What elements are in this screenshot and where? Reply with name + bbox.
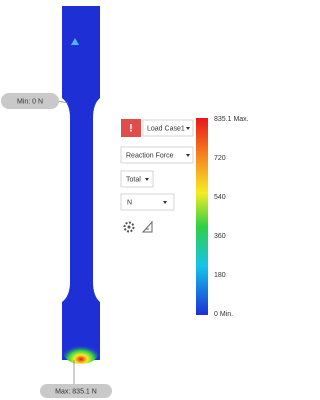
load-case-text: Load Case1 xyxy=(147,125,185,132)
color-bar xyxy=(196,118,208,315)
legend-labels: 835.1 Max. 720 540 360 180 0 Min. xyxy=(214,116,249,318)
fea-viewport: Min: 0 N Max: 835.1 N ! Load Case1 React… xyxy=(0,0,265,400)
specimen xyxy=(62,6,100,360)
legend-label: 720 xyxy=(214,155,226,162)
legend-label: 540 xyxy=(214,194,226,201)
max-label: Max: 835.1 N xyxy=(55,388,97,395)
legend-label: 180 xyxy=(214,272,226,279)
legend-label: 360 xyxy=(214,233,226,240)
legend-label: 835.1 Max. xyxy=(214,116,249,123)
unit-text: N xyxy=(127,199,132,206)
min-label: Min: 0 N xyxy=(17,98,43,105)
probe-icon[interactable] xyxy=(143,222,152,232)
settings-icon[interactable] xyxy=(125,223,134,232)
warning-glyph: ! xyxy=(129,122,133,134)
legend-label: 0 Min. xyxy=(214,311,233,318)
stress-hotspot xyxy=(63,340,99,364)
result-text: Reaction Force xyxy=(126,152,174,159)
component-text: Total xyxy=(126,176,141,183)
